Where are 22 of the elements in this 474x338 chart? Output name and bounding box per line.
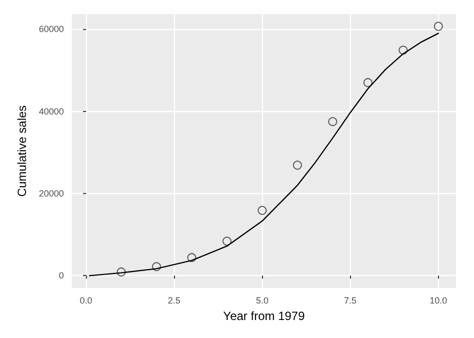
point xyxy=(187,253,196,262)
y-tick-label: 0 xyxy=(58,270,64,281)
x-tick-label: 10.0 xyxy=(430,296,448,306)
x-tick-label: 2.5 xyxy=(168,296,180,306)
x-axis-title: Year from 1979 xyxy=(223,308,306,323)
x-tick-label: 7.5 xyxy=(344,296,357,306)
point xyxy=(398,46,408,55)
line-series xyxy=(88,32,439,276)
point xyxy=(116,267,126,276)
point xyxy=(328,117,338,126)
y-axis-title: Cumulative sales xyxy=(15,105,29,197)
x-tick-label: 5.0 xyxy=(256,296,268,306)
y-tick-label: 40000 xyxy=(38,106,64,116)
y-tick-label: 20000 xyxy=(38,188,64,199)
point xyxy=(152,262,161,272)
point xyxy=(222,236,232,246)
y-tick-label: 60000 xyxy=(38,24,64,34)
point xyxy=(292,160,302,170)
point xyxy=(258,206,267,215)
point xyxy=(434,22,443,31)
point xyxy=(363,78,372,88)
x-tick-label: 0.0 xyxy=(80,296,92,306)
